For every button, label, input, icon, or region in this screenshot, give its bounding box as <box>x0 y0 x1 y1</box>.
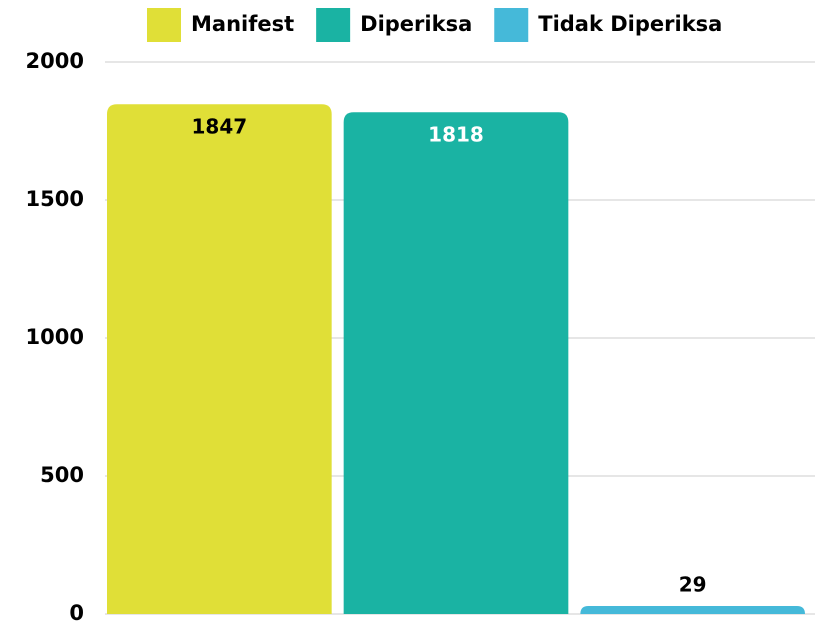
legend-label: Diperiksa <box>360 12 472 36</box>
legend-swatch <box>147 8 181 42</box>
bar <box>107 104 332 614</box>
legend-swatch <box>316 8 351 42</box>
y-tick-label: 1500 <box>26 187 84 211</box>
legend-label: Tidak Diperiksa <box>538 12 722 36</box>
y-tick-label: 2000 <box>26 49 84 73</box>
y-tick-label: 1000 <box>26 325 84 349</box>
y-tick-label: 500 <box>40 463 84 487</box>
y-tick-label: 0 <box>69 601 84 625</box>
data-label: 1847 <box>191 115 247 139</box>
legend-label: Manifest <box>191 12 294 36</box>
data-label: 29 <box>679 572 707 596</box>
legend-swatch <box>494 8 529 42</box>
bar <box>580 605 805 614</box>
bar <box>343 112 569 615</box>
data-label: 1818 <box>428 123 484 147</box>
